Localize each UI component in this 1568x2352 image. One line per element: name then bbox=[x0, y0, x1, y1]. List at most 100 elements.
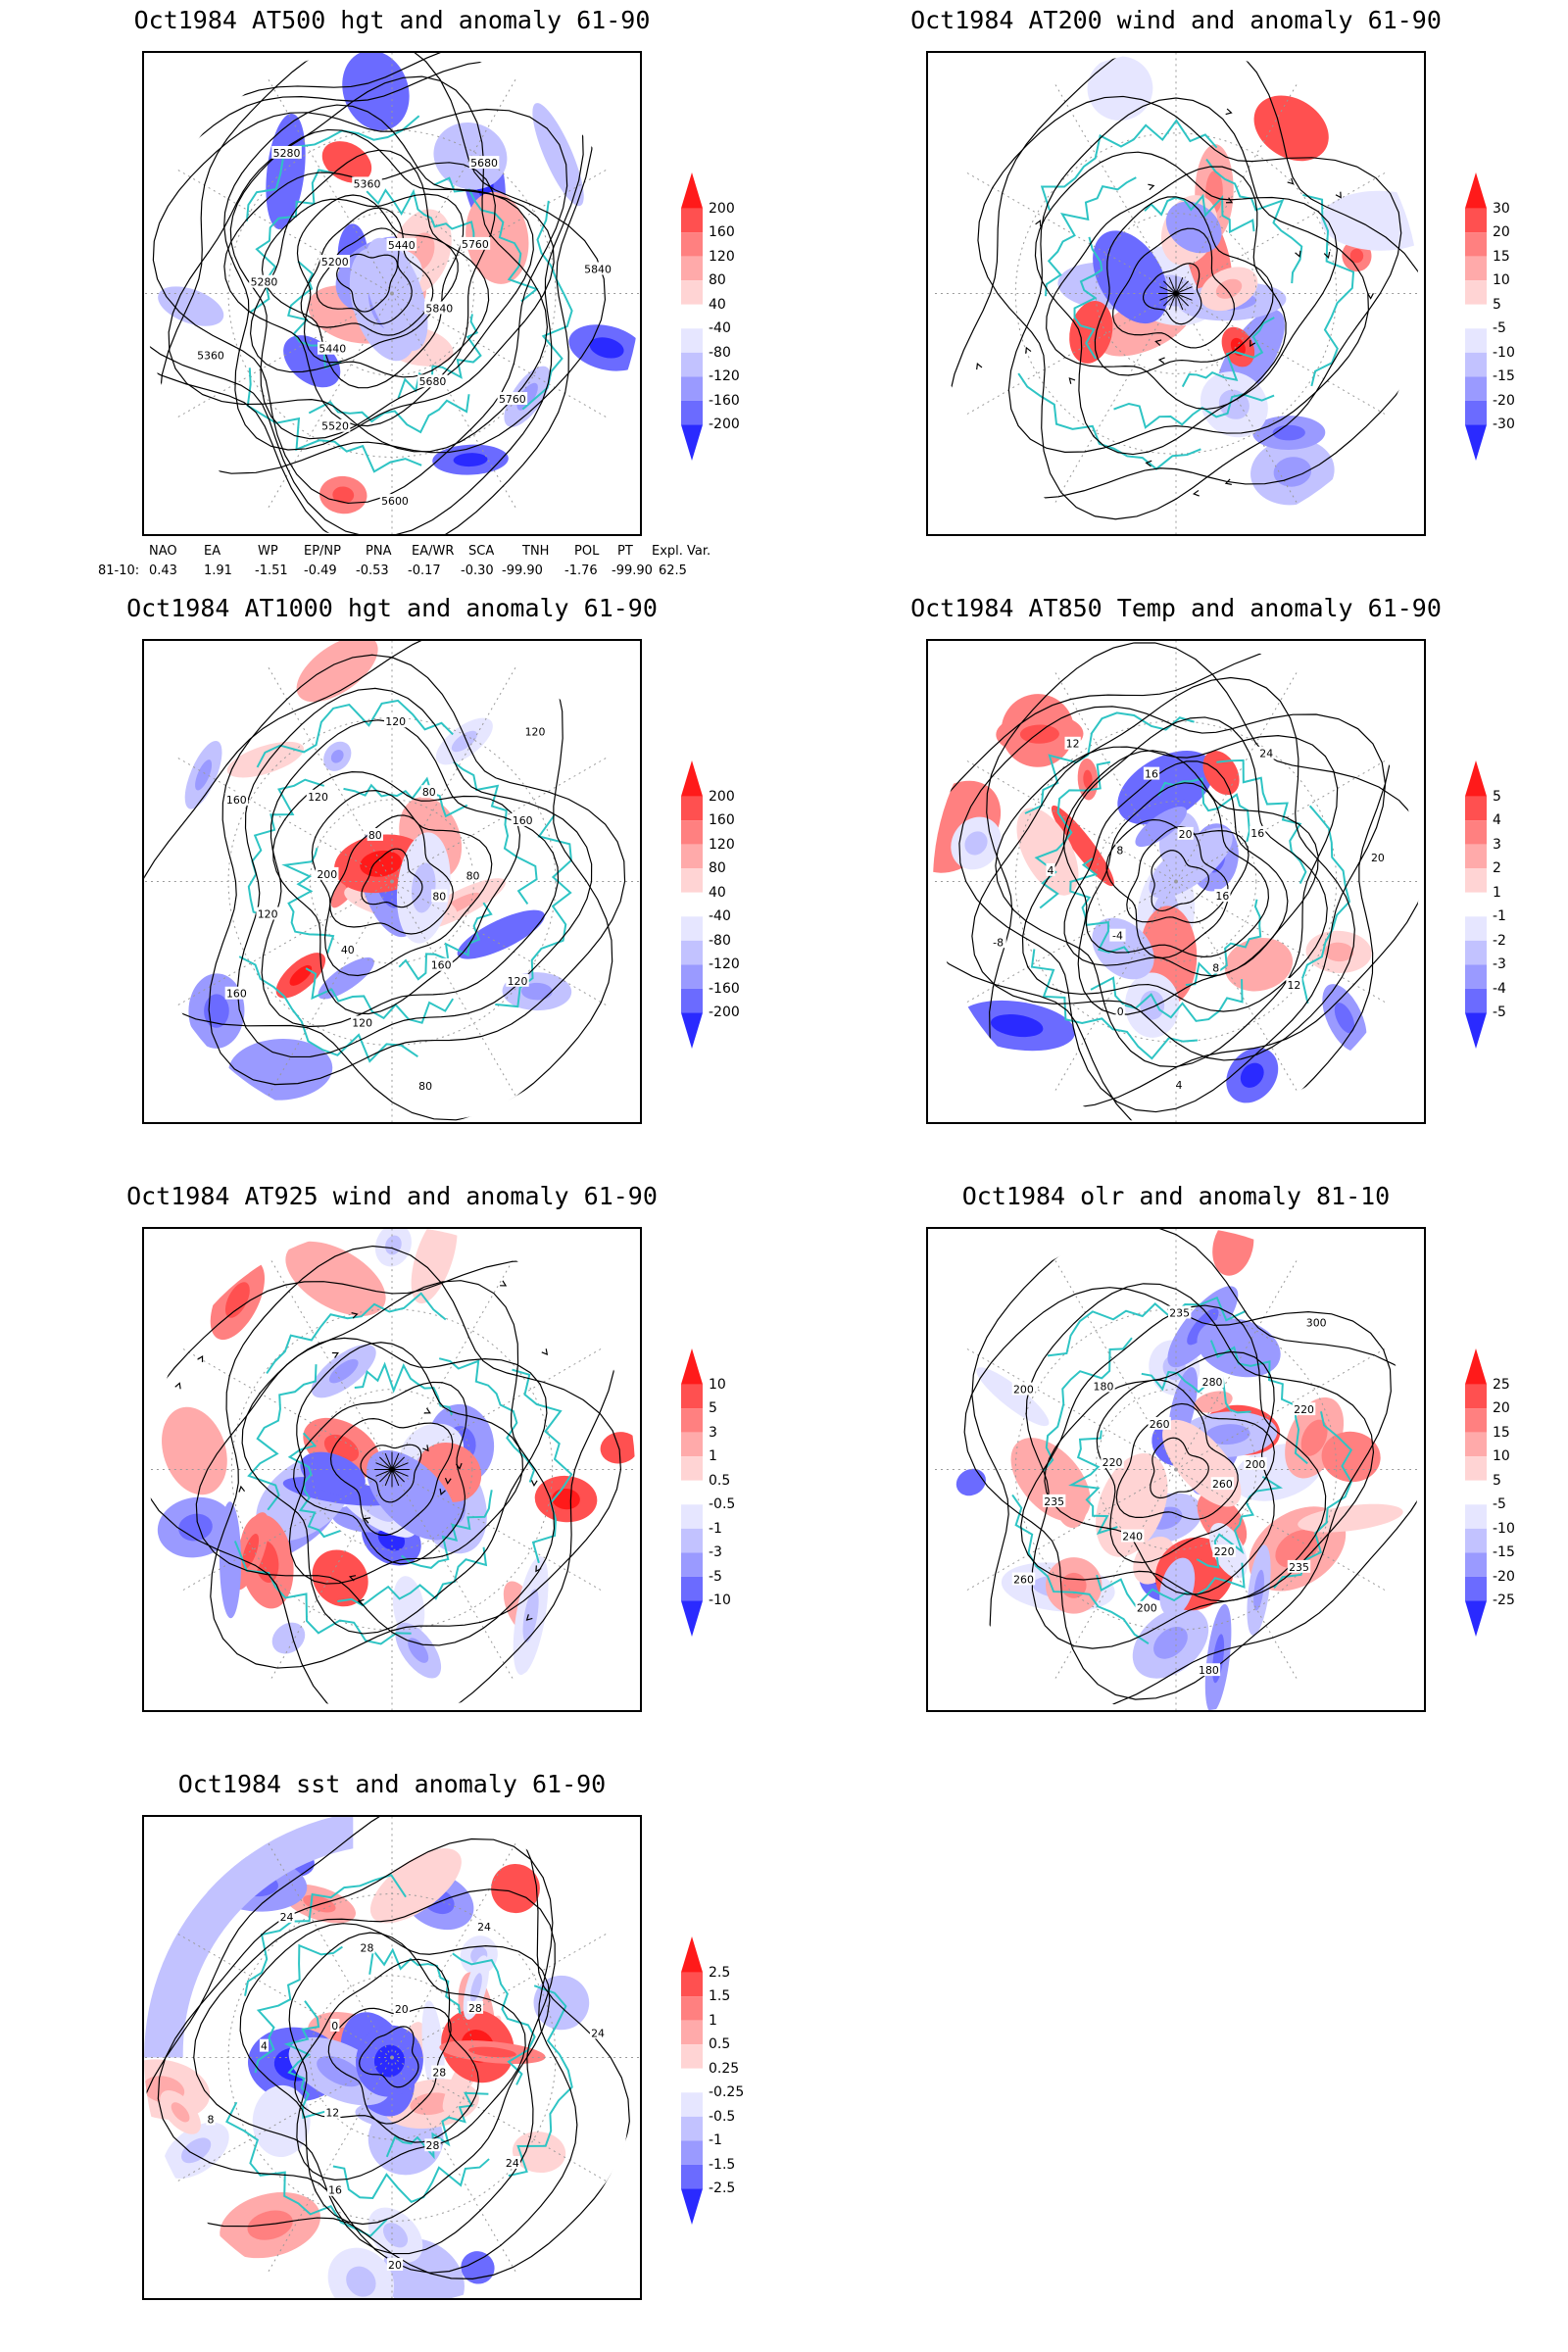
streamline-arrow bbox=[351, 1312, 359, 1319]
contour-label: 220 bbox=[1102, 1456, 1123, 1469]
contour-line bbox=[159, 53, 607, 474]
negative-anomaly-area bbox=[158, 286, 224, 326]
positive-anomaly-area bbox=[369, 1848, 462, 1924]
colorbar-tick-label: 25 bbox=[1493, 1376, 1510, 1393]
colorbar-segment bbox=[1465, 280, 1487, 305]
streamline-arrow bbox=[1295, 250, 1301, 258]
colorbar-tick-label: 0.5 bbox=[709, 2036, 731, 2053]
contour-label-bg bbox=[460, 236, 491, 250]
streamline-arrow bbox=[1367, 293, 1374, 300]
contour-line bbox=[971, 1229, 1419, 1710]
contour-label-bg bbox=[468, 156, 500, 170]
contour-label: 4 bbox=[261, 2040, 268, 2053]
coastline bbox=[283, 2000, 326, 2119]
map-frame bbox=[142, 1227, 642, 1712]
colorbar-top-arrow bbox=[1465, 172, 1487, 209]
pole-streamline bbox=[1168, 276, 1177, 294]
pole-streamline bbox=[391, 1462, 409, 1470]
positive-anomaly-core bbox=[247, 2210, 293, 2240]
contour-label: 260 bbox=[1013, 1573, 1034, 1586]
negative-anomaly-core bbox=[1187, 1308, 1219, 1346]
contour-label-bg bbox=[1210, 1477, 1235, 1491]
colorbar-segment bbox=[681, 1384, 703, 1409]
polar-map bbox=[149, 1229, 635, 1710]
contour-label: 24 bbox=[477, 1921, 491, 1934]
colorbar-graphic bbox=[1465, 760, 1487, 1049]
negative-anomaly-area bbox=[271, 1622, 306, 1654]
streamline-arrow bbox=[1335, 191, 1342, 199]
index-header: EA/WR bbox=[412, 544, 455, 559]
panel-title: Oct1984 AT925 wind and anomaly 61-90 bbox=[126, 1182, 658, 1210]
colorbar-tick-label: 15 bbox=[1493, 248, 1510, 265]
contour-label: 5440 bbox=[388, 239, 416, 252]
contour-line bbox=[149, 1259, 618, 1710]
negative-anomaly-area bbox=[342, 53, 410, 131]
positive-anomaly-core bbox=[224, 1282, 250, 1318]
contour-line bbox=[311, 790, 493, 977]
colorbar-segment bbox=[681, 2140, 703, 2165]
contour-label-bg bbox=[1011, 1572, 1036, 1586]
contour-label-bg bbox=[1211, 960, 1221, 974]
meridian-line bbox=[964, 1348, 1177, 1470]
index-value: 62.5 bbox=[659, 564, 687, 578]
panel-title: Oct1984 olr and anomaly 81-10 bbox=[961, 1182, 1391, 1210]
positive-anomaly-core bbox=[1324, 942, 1354, 962]
contour-label-bg bbox=[431, 2065, 448, 2079]
colorbar-segment bbox=[1465, 256, 1487, 281]
colorbar-segment bbox=[681, 2092, 703, 2117]
colorbar-tick-label: 1 bbox=[709, 1448, 717, 1465]
negative-anomaly-area bbox=[1087, 56, 1153, 122]
panel-at200: Oct1984 AT200 wind and anomaly 61-90 30 2… bbox=[784, 0, 1568, 588]
contour-label: 24 bbox=[280, 1911, 294, 1924]
contour-line bbox=[1094, 196, 1274, 376]
meridian-line bbox=[391, 2057, 608, 2182]
colorbar-segment bbox=[681, 1456, 703, 1481]
streamline-arrow bbox=[1225, 108, 1233, 116]
contour-label-bg bbox=[384, 714, 408, 728]
negative-anomaly-core bbox=[328, 1358, 359, 1384]
streamline-arrow bbox=[423, 1407, 431, 1414]
coastline bbox=[1040, 119, 1218, 211]
colorbar-segment bbox=[681, 1504, 703, 1529]
meridian-line bbox=[391, 293, 608, 418]
colorbar-segment bbox=[1465, 796, 1487, 821]
contour-label-bg bbox=[271, 145, 302, 159]
colorbar-bottom-arrow bbox=[681, 424, 703, 461]
contour-label: 240 bbox=[1122, 1530, 1143, 1543]
contour-line bbox=[1044, 1350, 1275, 1595]
panel-at1000: Oct1984 AT1000 hgt and anomaly 61-90 80 1… bbox=[0, 588, 784, 1176]
panel-title: Oct1984 AT200 wind and anomaly 61-90 bbox=[910, 6, 1442, 34]
contour-label: 5360 bbox=[354, 177, 381, 190]
colorbar-tick-label: 20 bbox=[1493, 224, 1510, 241]
positive-anomaly-area bbox=[285, 1241, 386, 1316]
colorbar: 30 20 15 10 5 -5 -10 -15 -20 -30 bbox=[1465, 170, 1545, 464]
panel-title: Oct1984 sst and anomaly 61-90 bbox=[177, 1770, 607, 1798]
colorbar-segment bbox=[681, 1576, 703, 1601]
contour-label: 235 bbox=[1044, 1495, 1064, 1508]
colorbar-tick-label: 120 bbox=[709, 248, 735, 265]
contour-label: 120 bbox=[352, 1016, 372, 1029]
negative-anomaly-area bbox=[266, 113, 306, 230]
index-value: -99.90 bbox=[612, 564, 653, 578]
contour-line bbox=[288, 1342, 524, 1585]
positive-anomaly-area bbox=[1321, 1431, 1381, 1483]
streamline-arrow bbox=[1154, 339, 1162, 346]
meridian-line bbox=[391, 1933, 608, 2058]
contour-label: 220 bbox=[1214, 1545, 1235, 1558]
coastline bbox=[332, 2158, 490, 2203]
contour-label: 28 bbox=[361, 1941, 374, 1954]
contour-label-bg bbox=[386, 2258, 404, 2271]
contour-label-bg bbox=[256, 906, 279, 920]
contour-label: 28 bbox=[426, 2139, 440, 2152]
colorbar-tick-label: 10 bbox=[709, 1376, 726, 1393]
coastline bbox=[1090, 976, 1244, 1022]
meridian-line bbox=[391, 881, 516, 1097]
colorbar-tick-label: -1 bbox=[709, 2132, 722, 2149]
colorbar-tick-label: -1.5 bbox=[709, 2156, 736, 2173]
contour-label-bg bbox=[1250, 825, 1266, 839]
colorbar-segment bbox=[1465, 232, 1487, 257]
streamline-arrow bbox=[500, 1280, 508, 1287]
meridian-line bbox=[391, 2057, 516, 2273]
contour-label-bg bbox=[1042, 1494, 1066, 1507]
colorbar-segment bbox=[681, 868, 703, 893]
